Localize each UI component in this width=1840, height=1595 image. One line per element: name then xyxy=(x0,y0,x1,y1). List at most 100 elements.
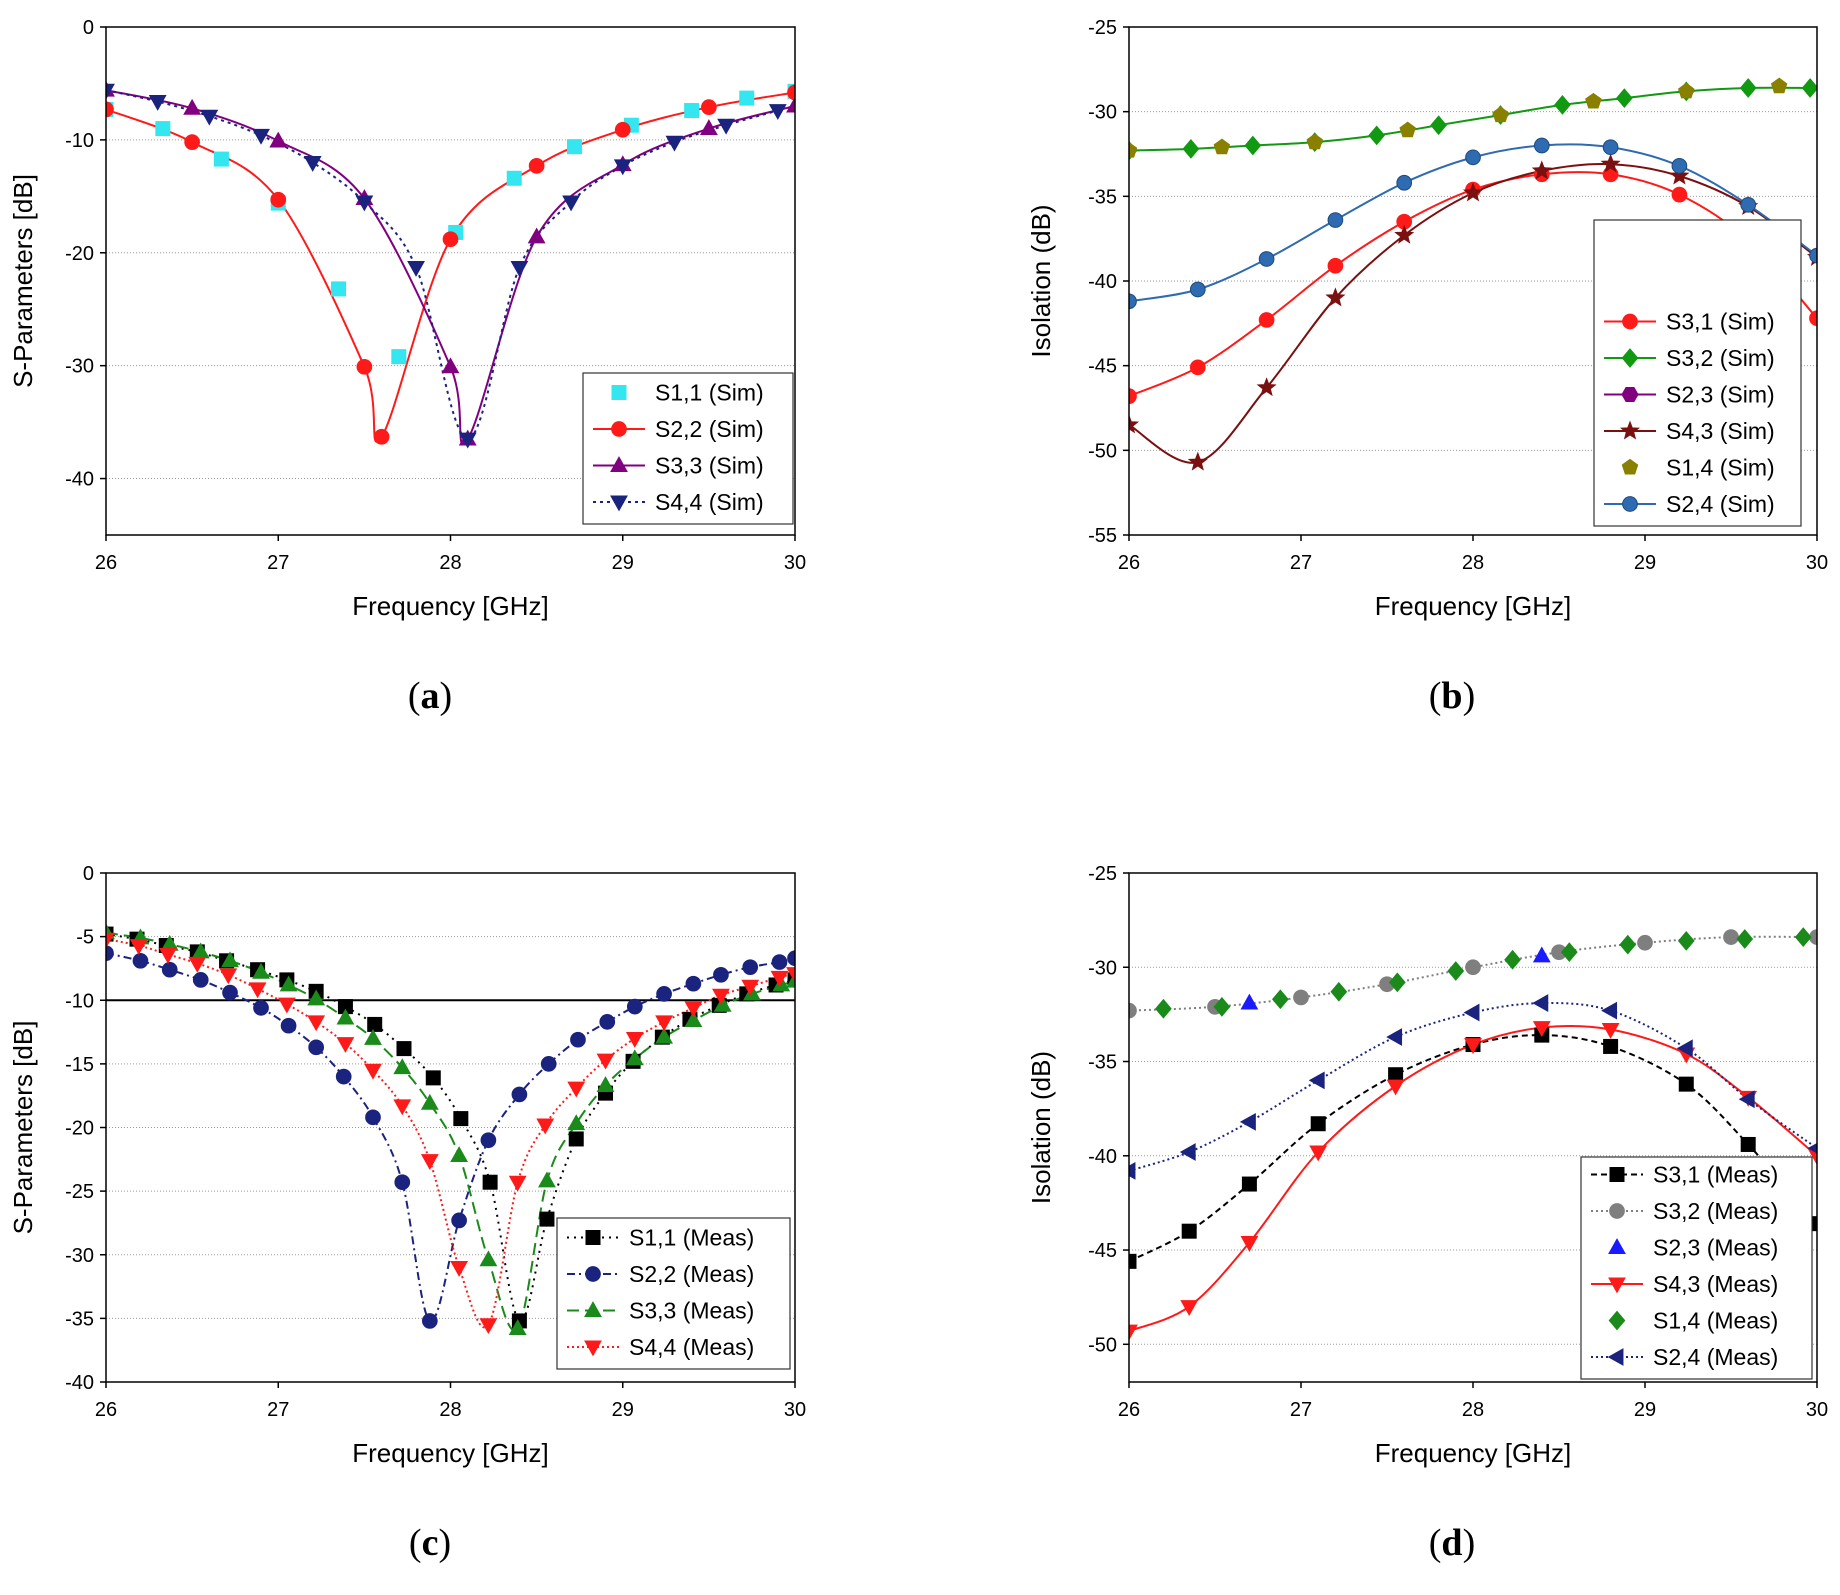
data-point xyxy=(1386,1079,1405,1096)
data-point xyxy=(599,1014,616,1030)
chart-a: 26 27 28 29 30 0 -10 -20 -30 -40 Frequency [GHz] S-… xyxy=(8,17,806,717)
data-point xyxy=(1368,125,1386,146)
y-tick-label: -55 xyxy=(1088,525,1117,547)
data-point xyxy=(280,1017,297,1034)
series-line xyxy=(106,89,779,441)
x-tick-label: 26 xyxy=(95,1399,117,1421)
data-point xyxy=(625,1031,644,1048)
data-point xyxy=(188,956,207,973)
data-point xyxy=(308,1039,324,1056)
data-point xyxy=(1739,78,1757,98)
data-point xyxy=(567,1081,586,1098)
data-point xyxy=(713,966,729,983)
data-point xyxy=(1601,1023,1620,1039)
data-point xyxy=(393,1099,412,1116)
data-point xyxy=(407,261,425,277)
data-point xyxy=(1603,1038,1619,1054)
y-tick-label: -35 xyxy=(65,1308,94,1330)
y-tick-label: -30 xyxy=(65,356,94,378)
data-point xyxy=(626,998,643,1015)
x-tick-label: 26 xyxy=(1118,1399,1140,1421)
x-tick-label: 30 xyxy=(784,1399,806,1421)
legend-marker xyxy=(1608,1238,1626,1254)
data-point xyxy=(1181,1223,1197,1239)
legend-label: S1,4 (Sim) xyxy=(1666,455,1775,481)
legend-marker xyxy=(1621,458,1639,475)
data-point xyxy=(770,970,789,987)
legend-label: S4,4 (Meas) xyxy=(629,1334,754,1360)
data-point xyxy=(1600,153,1621,173)
data-point xyxy=(1187,451,1208,471)
y-tick-label: -15 xyxy=(65,1054,94,1076)
x-tick-label: 27 xyxy=(1290,552,1312,574)
x-tick-label: 27 xyxy=(267,552,289,574)
legend-marker xyxy=(611,421,627,437)
data-point xyxy=(1310,1116,1326,1132)
series-line xyxy=(1129,935,1817,1012)
data-point xyxy=(453,1111,469,1127)
legend-label: S1,1 (Sim) xyxy=(655,380,764,406)
legend-label: S2,2 (Meas) xyxy=(629,1261,754,1287)
legend-marker xyxy=(1622,496,1638,512)
data-point xyxy=(1386,1028,1403,1046)
data-point xyxy=(161,961,178,978)
data-point xyxy=(506,170,522,186)
y-tick-label: -45 xyxy=(1088,356,1117,378)
data-point xyxy=(1671,158,1688,174)
data-point xyxy=(1671,186,1688,203)
data-point xyxy=(213,151,229,167)
legend-marker xyxy=(585,1230,601,1245)
data-point xyxy=(1129,1161,1136,1180)
data-point xyxy=(1240,993,1259,1010)
legend-label: S4,3 (Meas) xyxy=(1653,1271,1778,1297)
x-tick-label: 28 xyxy=(1462,552,1484,574)
legend-marker xyxy=(1621,387,1639,402)
data-point xyxy=(1179,1143,1196,1161)
y-tick-label: -10 xyxy=(65,990,94,1012)
data-point xyxy=(1678,82,1695,99)
data-point xyxy=(129,939,148,955)
data-point xyxy=(336,1037,355,1053)
legend-label: S1,1 (Meas) xyxy=(629,1225,754,1251)
legend: S3,1 (Sim) S3,2 (Sim) S2,3 (Sim) S4,3 (Sim)… xyxy=(1593,219,1802,527)
data-point xyxy=(1465,959,1481,976)
data-point xyxy=(1602,139,1619,156)
data-point xyxy=(373,428,390,445)
legend-label: S2,4 (Meas) xyxy=(1653,1344,1778,1370)
data-point xyxy=(248,982,267,999)
y-tick-label: -45 xyxy=(1088,1240,1117,1262)
data-point xyxy=(596,1076,615,1092)
legend-label: S2,3 (Sim) xyxy=(1666,382,1775,408)
data-point xyxy=(425,1070,441,1086)
data-point xyxy=(159,947,177,964)
data-point xyxy=(252,128,270,145)
data-point xyxy=(768,104,787,120)
data-point xyxy=(1447,961,1465,981)
data-point xyxy=(1560,942,1578,963)
chart-c: 26 27 28 29 30 0 -5 -10 -15 -20 -25 -30 -35 -40 Freque… xyxy=(8,863,806,1564)
plot-area xyxy=(106,80,795,449)
y-tick-label: 0 xyxy=(83,863,94,885)
x-tick-label: 30 xyxy=(1806,1399,1828,1421)
legend-label: S1,4 (Meas) xyxy=(1653,1308,1778,1334)
data-point xyxy=(1388,972,1406,993)
data-point xyxy=(1463,1003,1480,1022)
data-point xyxy=(1256,377,1277,397)
y-tick-label: -20 xyxy=(65,1118,94,1140)
data-point xyxy=(562,195,580,212)
y-tick-label: -40 xyxy=(65,1372,94,1394)
data-point xyxy=(1189,359,1206,376)
legend-frame xyxy=(1593,219,1802,527)
data-point xyxy=(1399,121,1416,138)
data-point xyxy=(771,954,788,970)
data-point xyxy=(742,959,759,976)
panel-caption: (a) xyxy=(408,675,452,717)
data-point xyxy=(786,967,795,983)
data-point xyxy=(596,1053,615,1070)
data-point xyxy=(106,83,115,100)
data-point xyxy=(567,1114,586,1131)
data-point xyxy=(539,1211,555,1227)
data-point xyxy=(451,1212,467,1229)
data-point xyxy=(528,158,545,174)
